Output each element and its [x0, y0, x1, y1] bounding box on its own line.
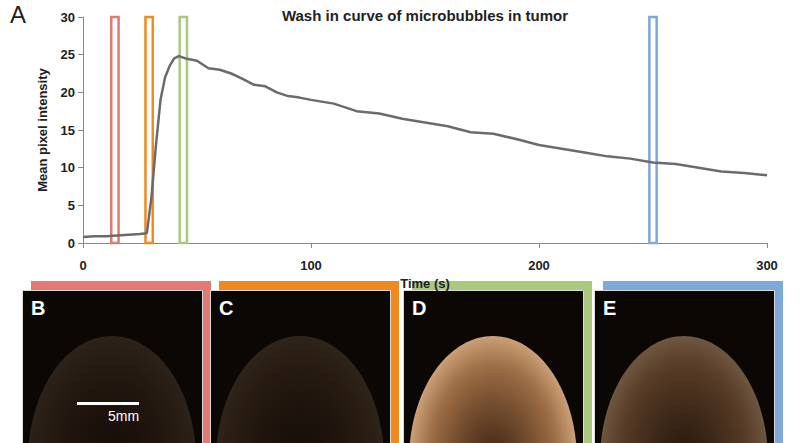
- svg-text:20: 20: [61, 85, 75, 100]
- svg-text:30: 30: [61, 10, 75, 25]
- svg-text:5: 5: [68, 198, 75, 213]
- svg-text:300: 300: [756, 258, 778, 273]
- svg-text:C: C: [219, 297, 233, 319]
- svg-text:0: 0: [68, 236, 75, 251]
- svg-text:Mean pixel intensity: Mean pixel intensity: [35, 67, 50, 191]
- svg-text:Wash in curve of microbubbles: Wash in curve of microbubbles in tumor: [282, 7, 568, 24]
- svg-text:5mm: 5mm: [108, 408, 139, 424]
- svg-text:15: 15: [61, 123, 75, 138]
- svg-text:E: E: [603, 297, 616, 319]
- svg-text:200: 200: [528, 258, 550, 273]
- svg-text:25: 25: [61, 47, 75, 62]
- svg-text:B: B: [31, 297, 45, 319]
- svg-text:Time (s): Time (s): [400, 276, 450, 291]
- svg-text:10: 10: [61, 160, 75, 175]
- svg-text:A: A: [10, 1, 26, 28]
- svg-text:100: 100: [300, 258, 322, 273]
- svg-text:0: 0: [79, 258, 86, 273]
- svg-text:D: D: [412, 297, 426, 319]
